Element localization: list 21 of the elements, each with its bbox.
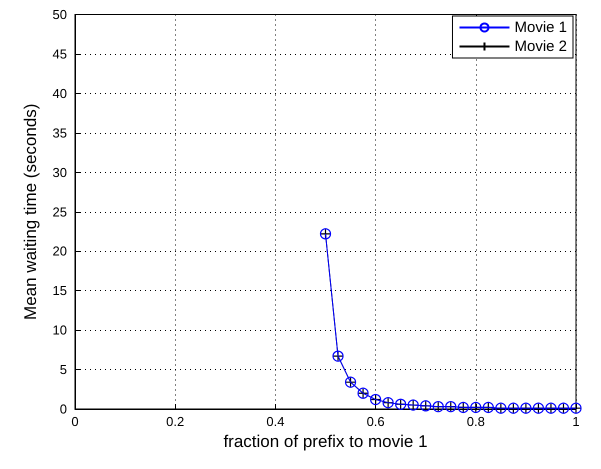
x-tick-label: 1	[572, 414, 580, 429]
x-axis-title: fraction of prefix to movie 1	[223, 432, 428, 451]
y-tick-label: 25	[52, 204, 67, 220]
x-tick-label: 0.4	[266, 414, 284, 429]
y-tick-label: 15	[52, 283, 67, 298]
y-tick-label: 10	[52, 322, 67, 338]
y-tick-label: 0	[60, 402, 67, 416]
x-tick-label: 0.2	[166, 414, 184, 429]
x-tick-label: 0.8	[466, 414, 485, 429]
y-tick-label: 40	[52, 86, 67, 101]
y-tick-label: 30	[52, 164, 67, 180]
legend-label: Movie 1	[514, 19, 568, 36]
x-tick-label: 0.6	[366, 414, 385, 429]
legend-label: Movie 2	[514, 38, 568, 55]
y-tick-label: 45	[52, 46, 67, 62]
x-tick-label: 0	[71, 414, 79, 429]
y-tick-label: 20	[52, 244, 67, 259]
y-tick-label: 35	[52, 125, 67, 140]
y-tick-label: 50	[52, 7, 67, 22]
y-axis-title: Mean waiting time (seconds)	[21, 104, 40, 320]
y-tick-label: 5	[60, 362, 67, 378]
